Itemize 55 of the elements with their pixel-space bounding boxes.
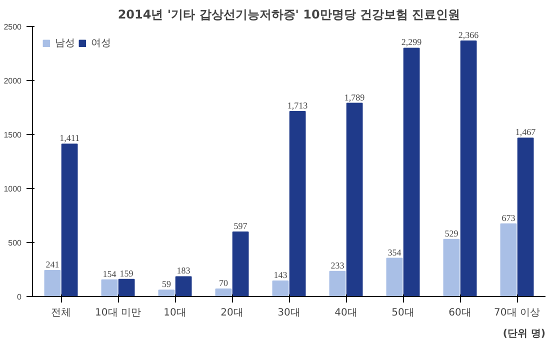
data-label: 143 [274, 270, 288, 280]
data-label: 241 [46, 259, 60, 270]
data-label: 529 [444, 228, 459, 238]
x-tick-label: 60대 [448, 308, 472, 318]
data-label: 1,789 [344, 92, 366, 102]
data-label: 183 [176, 266, 191, 276]
data-label: 1,713 [287, 100, 308, 110]
bar [500, 223, 517, 296]
x-tick-label: 40대 [334, 308, 358, 318]
y-tick-label: 2000 [4, 76, 22, 86]
bar [329, 270, 346, 296]
data-label: 673 [502, 212, 516, 223]
bar [346, 102, 363, 296]
bar [460, 40, 477, 296]
data-label: 1,467 [515, 127, 536, 138]
data-label: 70 [218, 278, 228, 288]
bar [232, 232, 249, 296]
bar [101, 279, 118, 296]
bar [443, 238, 460, 296]
x-tick-label: 20대 [220, 308, 244, 318]
bar [289, 110, 306, 296]
data-label: 159 [120, 268, 134, 278]
chart-title: 2014년 '기타 갑상선기능저하증' 10만명당 건강보험 진료인원 [118, 8, 460, 22]
x-tick-label: 30대 [278, 308, 300, 318]
data-label: 597 [234, 221, 248, 232]
bar [158, 290, 175, 296]
data-label: 1,411 [60, 133, 80, 144]
x-tick-label: 전체 [51, 308, 71, 318]
legend-label: 여성 [91, 37, 111, 50]
data-label: 59 [162, 279, 172, 290]
x-tick-label: 70대 이상 [494, 308, 540, 318]
bar [517, 138, 534, 296]
text: (단위 명) [502, 328, 546, 340]
bar [61, 144, 78, 296]
data-label: 233 [330, 260, 345, 270]
bar [386, 258, 403, 296]
data-label: 2,299 [401, 37, 422, 48]
bar [403, 48, 420, 296]
y-tick-label: 500 [8, 238, 22, 248]
bar [175, 276, 192, 296]
x-tick-label: 50대 [392, 308, 414, 318]
data-label: 2,366 [458, 30, 480, 40]
data-label: 154 [102, 268, 117, 279]
bar [272, 280, 289, 296]
y-tick-label: 1000 [4, 184, 22, 194]
bar [44, 270, 61, 296]
x-tick-label: 10대 미만 [95, 308, 141, 318]
y-tick-label: 1500 [4, 130, 22, 140]
bar [215, 288, 232, 296]
y-tick-label: 0 [17, 292, 22, 302]
data-label: 354 [388, 247, 402, 258]
x-tick-label: 10대 [164, 308, 186, 318]
legend-label: 남성 [55, 37, 75, 50]
y-tick-label: 2500 [4, 22, 22, 32]
bar [118, 278, 135, 296]
